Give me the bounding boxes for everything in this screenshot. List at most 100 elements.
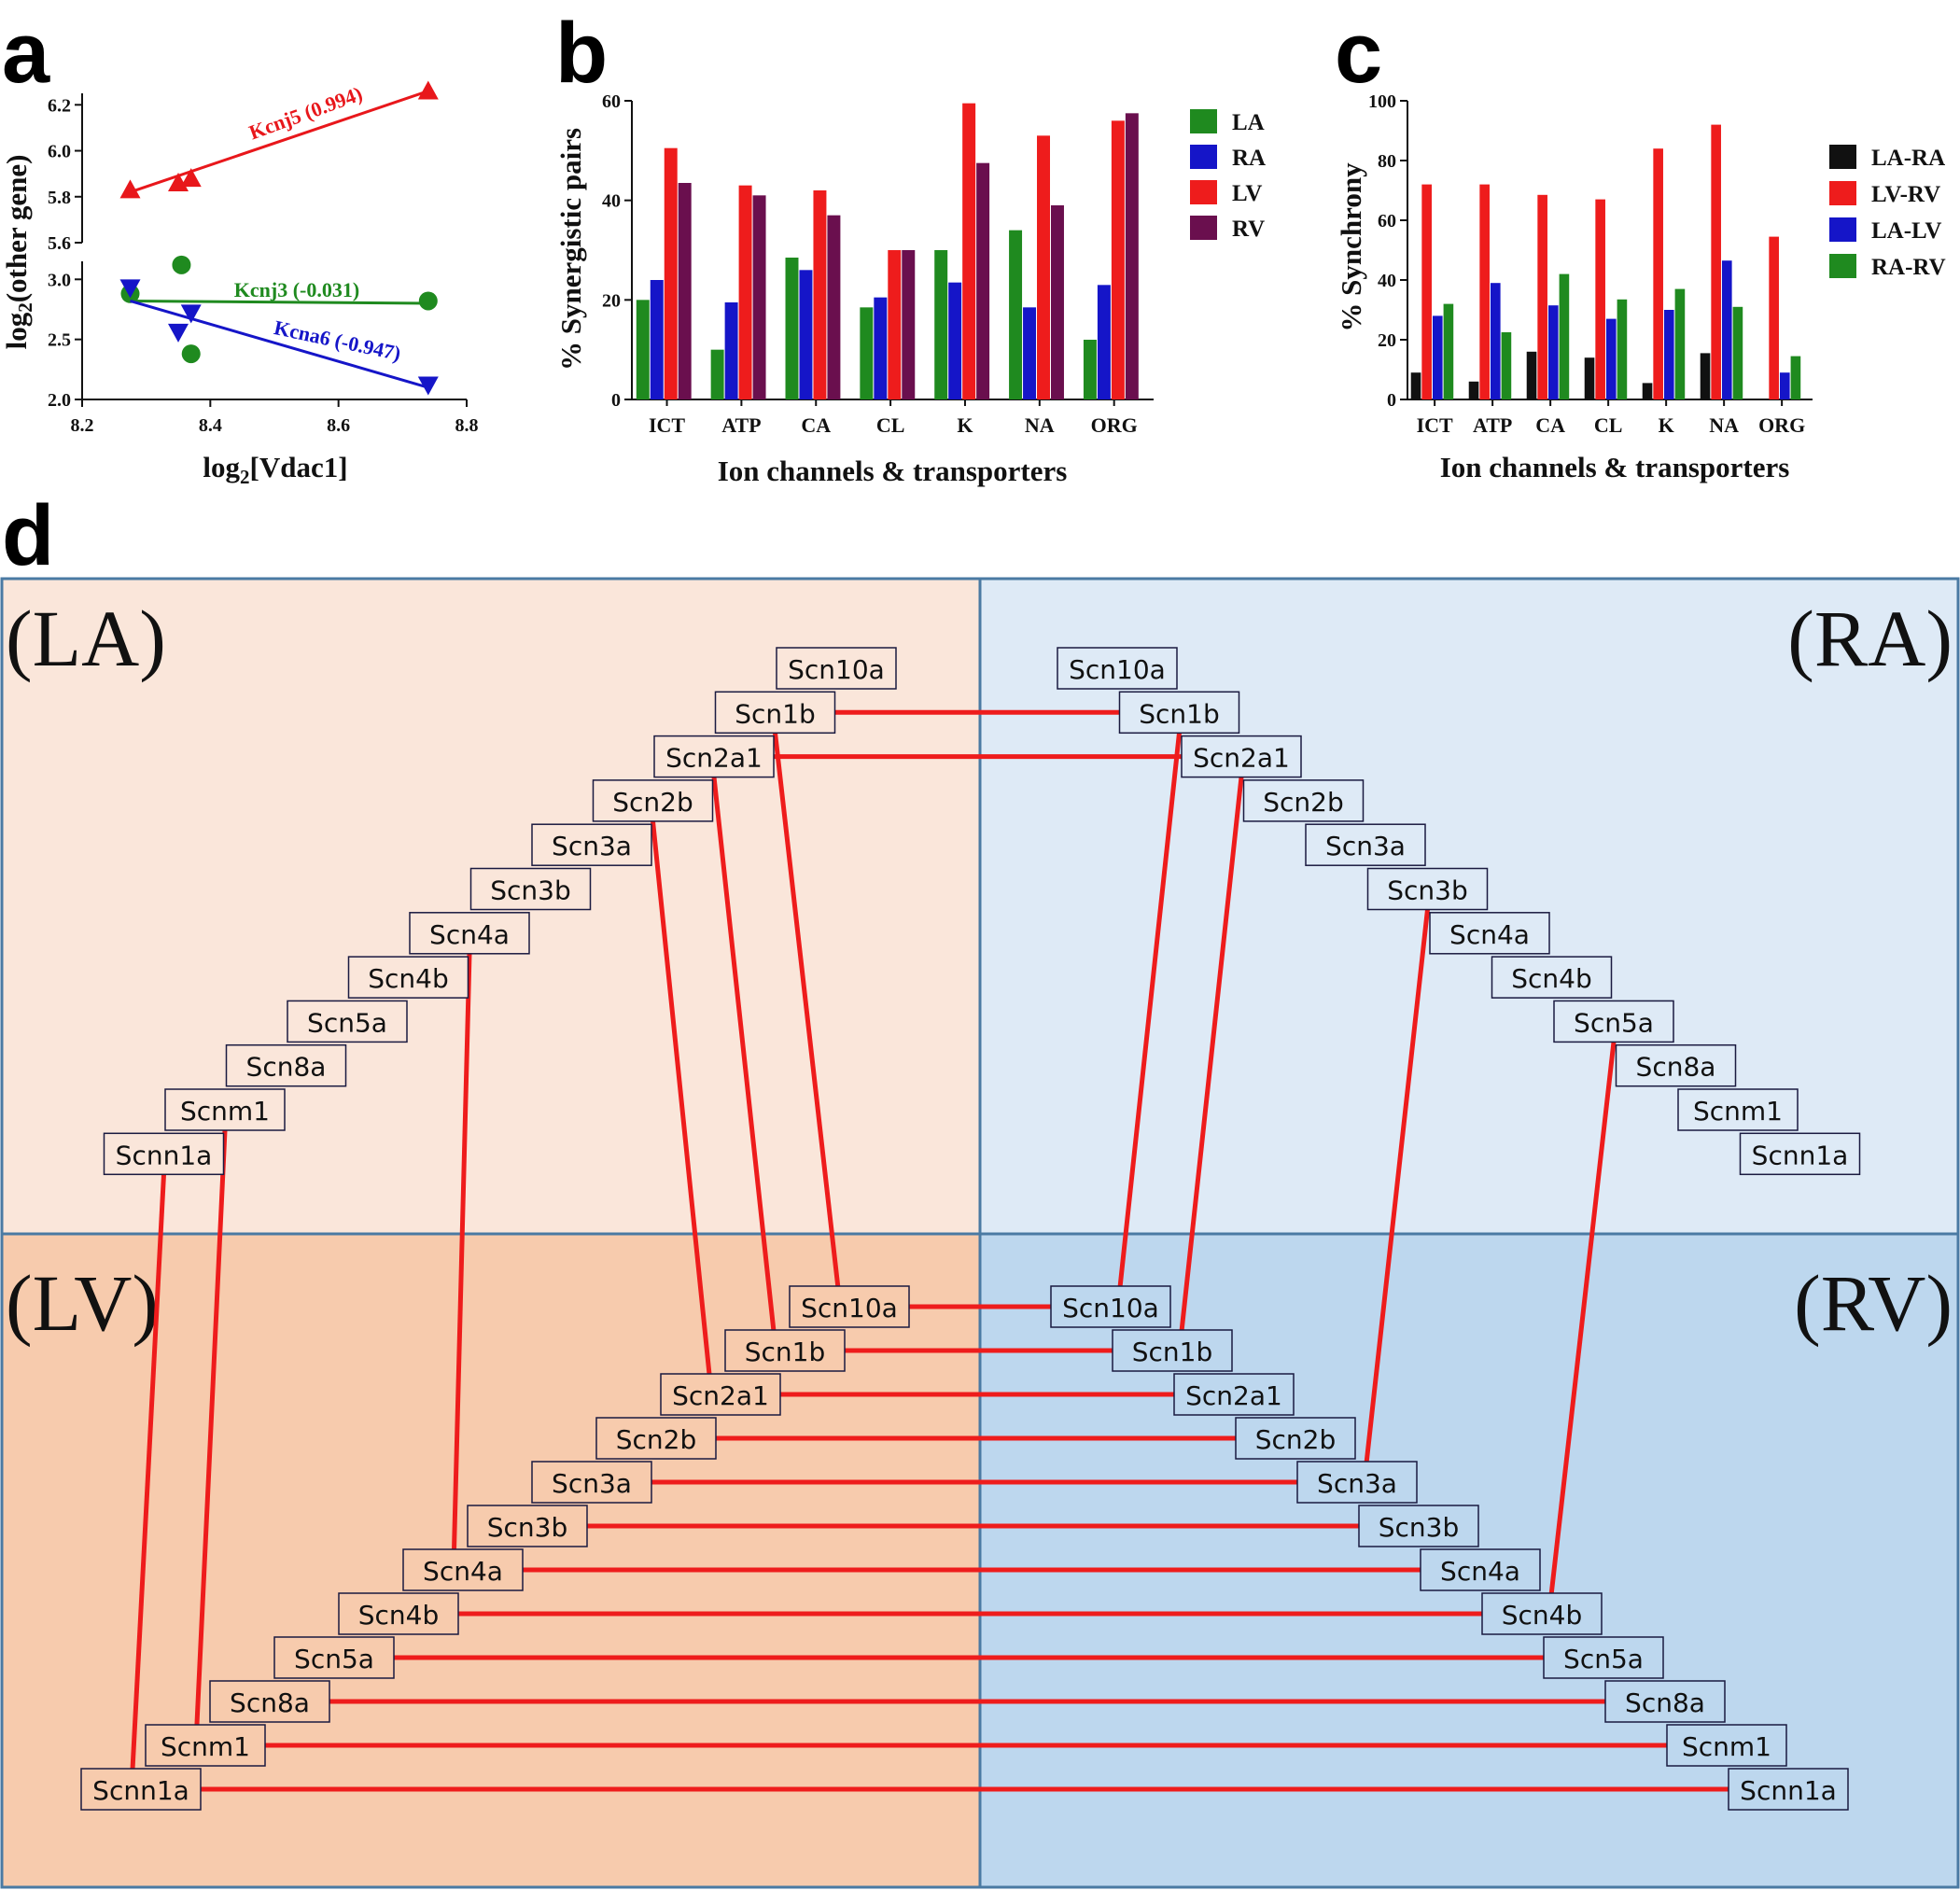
gene-box xyxy=(145,1724,266,1767)
panel-a-x-tick-label: 8.4 xyxy=(199,415,222,436)
bar-category-label: CA xyxy=(1535,413,1565,437)
gene-box xyxy=(1118,691,1240,735)
gene-box xyxy=(164,1088,286,1131)
gene-label: Scn4a xyxy=(429,919,510,950)
bar xyxy=(636,300,650,399)
bar-panel-c: % Synchrony Ion channels & transporters … xyxy=(1335,91,1946,483)
gene-label: Scn2a1 xyxy=(1185,1380,1282,1411)
gene-box xyxy=(1420,1548,1541,1591)
gene-label: Scnm1 xyxy=(180,1096,270,1127)
bar-category-label: ORG xyxy=(1758,413,1805,437)
panel-a-ylabel: log2(other gene) xyxy=(0,155,36,350)
bar-category-label: NA xyxy=(1025,413,1055,437)
bar xyxy=(962,103,976,400)
gene-box xyxy=(1305,823,1426,866)
legend-swatch xyxy=(1829,217,1856,242)
bar xyxy=(976,162,990,399)
link-line xyxy=(451,953,472,1569)
bar-y-tick-label: 80 xyxy=(1378,151,1396,172)
region-label-la: (LA) xyxy=(6,594,166,683)
gene-box-layer: Scn10a Scn1b Scn2a1 Scn2b Scn3a Scn3b Scn4a Scn… xyxy=(80,647,1861,1811)
bar-category-label: ATP xyxy=(721,413,761,437)
bar-y-tick-label: 100 xyxy=(1368,91,1396,112)
bar xyxy=(1721,260,1732,399)
bar xyxy=(799,270,813,399)
gene-box xyxy=(789,1285,910,1328)
bar xyxy=(738,185,752,399)
gene-label: Scn1b xyxy=(735,698,816,729)
link-line xyxy=(1362,909,1430,1481)
legend-swatch xyxy=(1829,181,1856,205)
bar-category-label: CL xyxy=(1594,413,1623,437)
bar xyxy=(1559,273,1570,399)
bar xyxy=(1490,283,1501,399)
gene-box xyxy=(103,1132,225,1176)
legend-swatch xyxy=(1190,180,1217,204)
gene-label: Scn2b xyxy=(1255,1424,1337,1455)
data-point xyxy=(417,376,439,396)
bar xyxy=(1432,315,1443,399)
legend-swatch xyxy=(1829,145,1856,169)
gene-label: Scn3b xyxy=(1379,1512,1460,1543)
panel-a-x-tick-label: 8.6 xyxy=(327,415,350,436)
gene-label: Scn3a xyxy=(552,831,632,861)
bar xyxy=(752,195,766,399)
gene-box xyxy=(469,867,592,911)
data-point xyxy=(119,279,141,299)
bar-category-label: ORG xyxy=(1091,413,1138,437)
bar xyxy=(1779,372,1790,399)
bar xyxy=(1111,120,1125,400)
gene-box xyxy=(347,956,469,999)
link-line xyxy=(129,1174,166,1788)
gene-box xyxy=(1173,1373,1295,1416)
gene-label: Scn8a xyxy=(230,1687,310,1718)
gene-label: Scn10a xyxy=(801,1293,898,1323)
gene-box xyxy=(1429,912,1550,955)
gene-label: Scn5a xyxy=(1563,1644,1644,1674)
panel-letter-c: c xyxy=(1335,6,1382,101)
panel-a-y-tick-label: 2.5 xyxy=(48,330,71,351)
gene-box xyxy=(1728,1768,1849,1811)
link-line xyxy=(193,1129,228,1744)
bar xyxy=(710,349,724,399)
gene-label: Scn3a xyxy=(552,1468,632,1499)
gene-box xyxy=(1366,867,1489,911)
bar xyxy=(1009,230,1023,399)
gene-box xyxy=(467,1505,588,1547)
panel-a-y-tick-label: 3.0 xyxy=(48,270,71,290)
gene-box xyxy=(714,691,836,735)
gene-box xyxy=(595,1417,717,1460)
bar xyxy=(1479,184,1490,399)
legend-label: LA xyxy=(1232,110,1265,135)
gene-label: Scn8a xyxy=(1636,1052,1716,1083)
bar xyxy=(1547,305,1559,399)
bar xyxy=(1584,357,1595,399)
gene-label: Scn10a xyxy=(788,654,885,685)
data-point xyxy=(119,179,141,199)
legend-label: LA-RA xyxy=(1871,146,1945,171)
gene-box xyxy=(1050,1285,1171,1328)
gene-box xyxy=(1235,1417,1356,1460)
bar xyxy=(902,250,916,399)
legend-label: RA xyxy=(1232,146,1266,171)
scatter-panel-a: log2(other gene) log2[Vdac1] 8.2 8.4 8.6 8.… xyxy=(0,80,479,488)
panel-a-x-tick-label: 8.2 xyxy=(71,415,94,436)
gene-label: Scn10a xyxy=(1062,1293,1159,1323)
gene-box xyxy=(1543,1636,1664,1679)
bar-y-tick-label: 40 xyxy=(602,191,621,212)
gene-box xyxy=(1677,1088,1799,1131)
legend-label: RA-RV xyxy=(1871,255,1946,280)
panel-a-y-tick-label: 6.0 xyxy=(48,142,71,162)
data-point xyxy=(168,323,189,343)
bar-category-label: K xyxy=(957,413,973,437)
link-line xyxy=(773,733,843,1306)
panel-a-y-tick-label: 6.2 xyxy=(48,95,71,116)
bar xyxy=(1501,332,1512,399)
link-line xyxy=(651,820,714,1393)
panel-c-ylabel: % Synchrony xyxy=(1335,162,1367,332)
legend-swatch xyxy=(1829,254,1856,278)
data-point xyxy=(417,80,439,100)
gene-box xyxy=(209,1680,330,1723)
bar xyxy=(1605,318,1617,399)
gene-label: Scn1b xyxy=(1132,1337,1213,1367)
